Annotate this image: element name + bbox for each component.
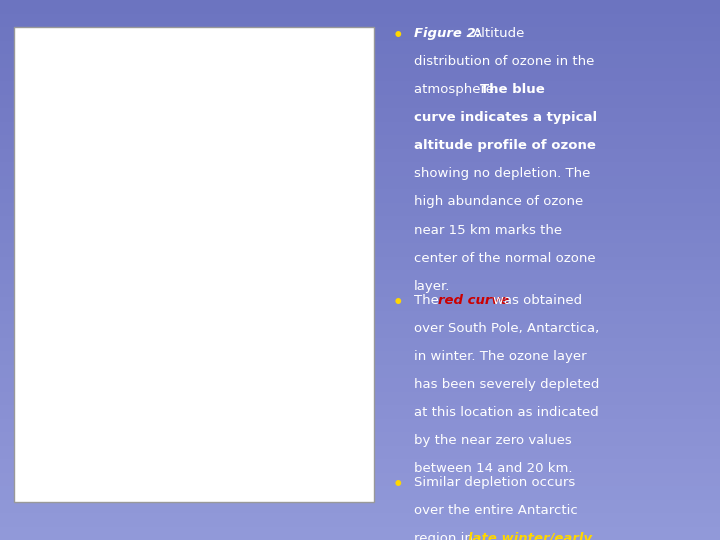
Bar xyxy=(0,135,720,148)
Legend: 08 July 2001   Typical Ozone Layer, 02 October 2001  Ozone Layer Depletion: 08 July 2001 Typical Ozone Layer, 02 Oct… xyxy=(159,68,363,97)
Bar xyxy=(0,230,720,243)
Text: late winter/early: late winter/early xyxy=(468,532,592,540)
Text: over South Pole, Antarctica,: over South Pole, Antarctica, xyxy=(414,322,599,335)
Bar xyxy=(0,256,720,270)
Text: at this location as indicated: at this location as indicated xyxy=(414,406,599,419)
Text: in winter. The ozone layer: in winter. The ozone layer xyxy=(414,350,587,363)
Bar xyxy=(0,513,720,526)
Text: red curve: red curve xyxy=(438,294,510,307)
Bar xyxy=(0,270,720,284)
Bar xyxy=(0,284,720,297)
Bar xyxy=(0,162,720,176)
Bar xyxy=(0,392,720,405)
Text: altitude profile of ozone: altitude profile of ozone xyxy=(414,139,596,152)
Bar xyxy=(0,432,720,445)
Bar xyxy=(0,446,720,459)
Bar xyxy=(0,364,720,378)
Y-axis label: Altitude (kilometers): Altitude (kilometers) xyxy=(22,202,32,316)
Bar xyxy=(0,472,720,486)
Bar xyxy=(0,310,720,324)
Bar xyxy=(0,68,720,81)
Bar xyxy=(0,108,720,122)
Text: Altitude: Altitude xyxy=(473,27,526,40)
Bar xyxy=(0,378,720,392)
Bar xyxy=(0,189,720,202)
Bar xyxy=(0,486,720,500)
Bar xyxy=(0,324,720,338)
Bar xyxy=(0,202,720,216)
Bar xyxy=(0,176,720,189)
Bar xyxy=(0,40,720,54)
Text: Figure 2:: Figure 2: xyxy=(414,27,481,40)
Bar xyxy=(0,500,720,513)
X-axis label: Ozone concentration: Ozone concentration xyxy=(156,464,272,475)
Bar xyxy=(0,405,720,418)
Bar xyxy=(0,54,720,68)
Text: curve indicates a typical: curve indicates a typical xyxy=(414,111,597,124)
Text: The: The xyxy=(414,294,443,307)
Bar xyxy=(0,526,720,540)
Text: by the near zero values: by the near zero values xyxy=(414,434,572,447)
Bar xyxy=(0,94,720,108)
Text: over the entire Antarctic: over the entire Antarctic xyxy=(414,504,577,517)
Text: •: • xyxy=(392,27,403,45)
Text: high abundance of ozone: high abundance of ozone xyxy=(414,195,583,208)
Bar xyxy=(0,14,720,27)
Text: •: • xyxy=(392,294,403,312)
Text: Similar depletion occurs: Similar depletion occurs xyxy=(414,476,575,489)
Text: between 14 and 20 km.: between 14 and 20 km. xyxy=(414,462,572,475)
Text: was obtained: was obtained xyxy=(493,294,582,307)
Bar xyxy=(0,148,720,162)
Bar xyxy=(0,338,720,351)
Bar xyxy=(0,418,720,432)
Bar xyxy=(0,216,720,229)
Text: layer.: layer. xyxy=(414,280,451,293)
Bar xyxy=(0,27,720,40)
Bar xyxy=(0,243,720,256)
Bar xyxy=(0,351,720,364)
Text: near 15 km marks the: near 15 km marks the xyxy=(414,224,562,237)
Bar xyxy=(0,0,720,14)
Text: The blue: The blue xyxy=(480,83,545,96)
Bar xyxy=(0,122,720,135)
Text: region in: region in xyxy=(414,532,477,540)
Text: showing no depletion. The: showing no depletion. The xyxy=(414,167,590,180)
Bar xyxy=(0,459,720,472)
Bar xyxy=(0,81,720,94)
Text: center of the normal ozone: center of the normal ozone xyxy=(414,252,595,265)
Text: has been severely depleted: has been severely depleted xyxy=(414,378,599,391)
Text: distribution of ozone in the: distribution of ozone in the xyxy=(414,55,595,68)
Text: •: • xyxy=(392,476,403,494)
Bar xyxy=(0,297,720,310)
Title: Ozonesonde Measurements at South Pole: Ozonesonde Measurements at South Pole xyxy=(98,44,330,55)
Text: atmosphere.: atmosphere. xyxy=(414,83,503,96)
